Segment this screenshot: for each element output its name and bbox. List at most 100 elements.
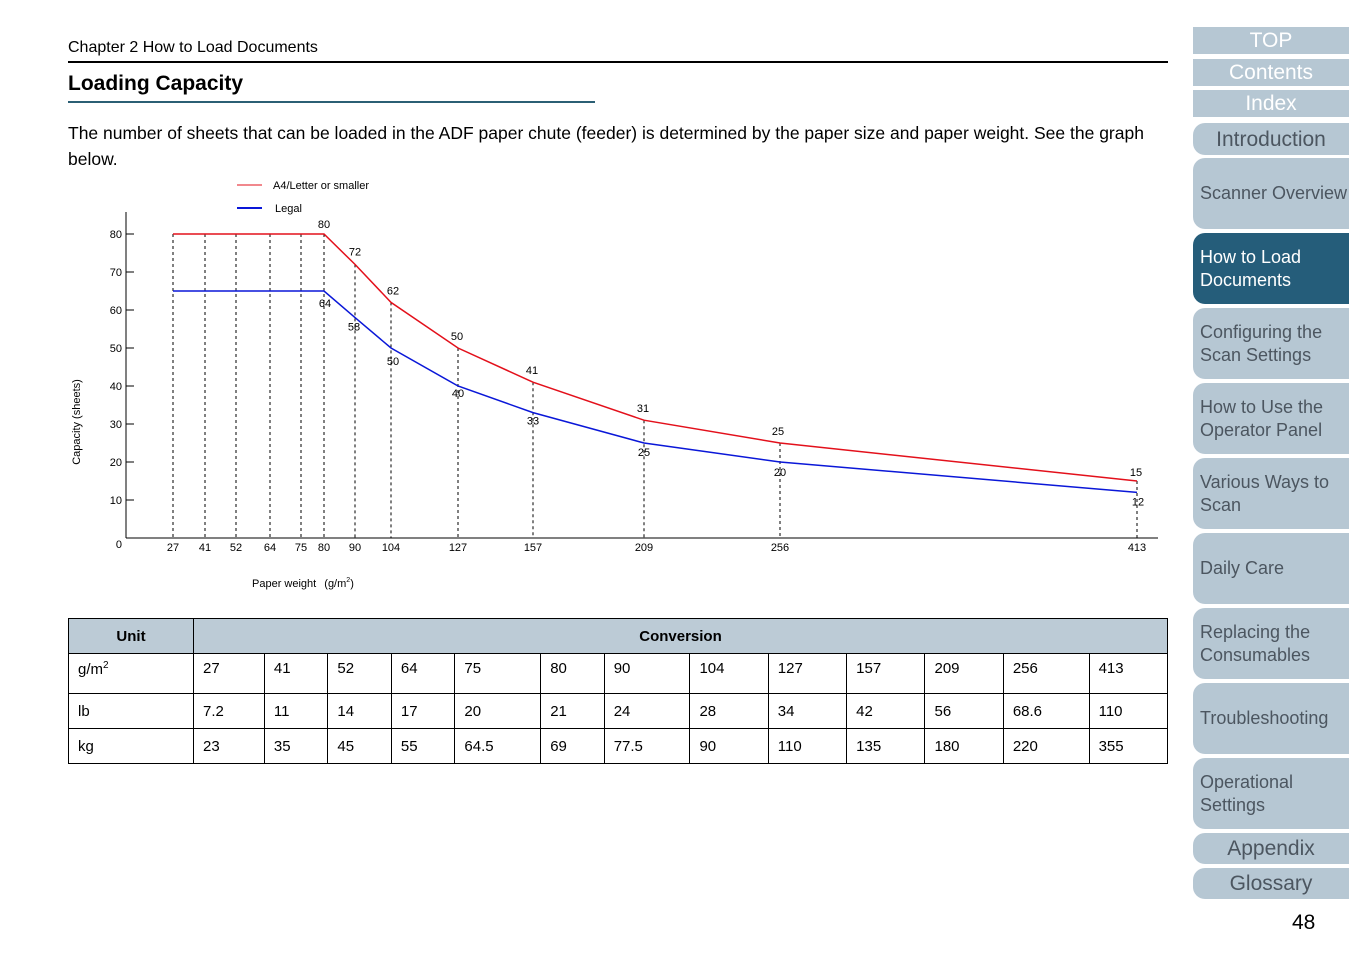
value-cell: 55 — [390, 728, 456, 764]
value-cell: 52 — [327, 653, 392, 694]
data-label: 72 — [349, 246, 361, 258]
value-cell: 45 — [327, 728, 392, 764]
x-tick-label: 52 — [230, 542, 242, 554]
value-cell: 41 — [263, 653, 329, 694]
data-label: 64 — [319, 298, 331, 310]
data-label: 15 — [1130, 467, 1142, 479]
capacity-chart: A4/Letter or smaller Legal 0 10 20 30 40 50 60 7… — [71, 180, 1158, 590]
unit-text: lb — [78, 702, 90, 720]
x-tick-label: 209 — [635, 542, 653, 554]
value-cell: 42 — [846, 693, 926, 729]
value-cell: 20 — [454, 693, 542, 729]
nav-operator-panel[interactable]: How to Use the Operator Panel — [1193, 383, 1349, 454]
data-label: 58 — [348, 322, 360, 334]
chapter-heading: Chapter 2 How to Load Documents — [68, 39, 318, 56]
y-tick-label: 30 — [110, 419, 122, 431]
nav-glossary[interactable]: Glossary — [1193, 868, 1349, 899]
value-cell: 180 — [924, 728, 1004, 764]
y-tick-label: 70 — [110, 267, 122, 279]
nav-appendix[interactable]: Appendix — [1193, 833, 1349, 864]
value-cell: 7.2 — [193, 693, 265, 729]
value-cell: 90 — [689, 728, 769, 764]
section-title: Loading Capacity — [68, 72, 244, 95]
value-cell: 56 — [924, 693, 1004, 729]
value-cell: 23 — [193, 728, 265, 764]
y-tick-label: 0 — [116, 539, 122, 551]
nav-how-to-load-documents[interactable]: How to Load Documents — [1193, 233, 1349, 304]
nav-configuring-scan-settings[interactable]: Configuring the Scan Settings — [1193, 308, 1349, 379]
x-tick-label: 413 — [1128, 542, 1146, 554]
x-tick-label: 41 — [199, 542, 211, 554]
nav-scanner-overview[interactable]: Scanner Overview — [1193, 158, 1349, 229]
value-cell: 355 — [1088, 728, 1169, 764]
nav-operational-settings[interactable]: Operational Settings — [1193, 758, 1349, 829]
y-tick-label: 80 — [110, 229, 122, 241]
x-axis-label-unit-close: ) — [350, 578, 354, 590]
unit-exponent: 2 — [103, 660, 109, 671]
series-line-legal — [173, 290, 1138, 494]
value-cell: 14 — [327, 693, 392, 729]
nav-contents-button[interactable]: Contents — [1193, 59, 1349, 86]
unit-cell: g/m2 — [68, 653, 194, 694]
chapter-divider — [68, 61, 1168, 63]
value-cell: 110 — [767, 728, 848, 764]
data-label: 20 — [774, 467, 786, 479]
value-cell: 135 — [846, 728, 926, 764]
value-cell: 11 — [263, 693, 329, 729]
unit-text: g/m — [78, 661, 104, 678]
conversion-table: Unit Conversion g/m2 27 41 52 64 75 80 90 104 127… — [68, 618, 1169, 764]
value-cell: 75 — [454, 653, 542, 694]
value-cell: 27 — [193, 653, 265, 694]
value-cell: 35 — [263, 728, 329, 764]
value-cell: 90 — [603, 653, 691, 694]
x-axis-label-text: Paper weight — [252, 578, 316, 590]
y-tick-label: 50 — [110, 343, 122, 355]
header-conversion: Conversion — [193, 618, 1168, 654]
data-label: 50 — [387, 356, 399, 368]
y-tick-label: 60 — [110, 305, 122, 317]
value-cell: 24 — [603, 693, 691, 729]
table-row: kg 23 35 45 55 64.5 69 77.5 90 110 135 180 220 355 — [68, 728, 1169, 764]
value-cell: 127 — [767, 653, 848, 694]
value-cell: 64 — [390, 653, 456, 694]
nav-top-button[interactable]: TOP — [1193, 27, 1349, 54]
chart-legend: A4/Letter or smaller Legal — [237, 180, 369, 215]
value-cell: 77.5 — [603, 728, 691, 764]
y-axis-label: Capacity (sheets) — [71, 379, 83, 465]
chart-data-labels: 80 72 62 50 41 31 25 15 64 58 50 40 33 25 20 12 — [318, 219, 1144, 508]
nav-index-button[interactable]: Index — [1193, 90, 1349, 117]
nav-various-ways-to-scan[interactable]: Various Ways to Scan — [1193, 458, 1349, 529]
nav-daily-care[interactable]: Daily Care — [1193, 533, 1349, 604]
conversion-table-body: g/m2 27 41 52 64 75 80 90 104 127 157 209 256 413 lb 7.… — [68, 653, 1169, 764]
value-cell: 104 — [689, 653, 769, 694]
nav-troubleshooting[interactable]: Troubleshooting — [1193, 683, 1349, 754]
data-label: 31 — [637, 403, 649, 415]
data-label: 50 — [451, 331, 463, 343]
nav-introduction[interactable]: Introduction — [1193, 123, 1349, 155]
nav-replacing-consumables[interactable]: Replacing the Consumables — [1193, 608, 1349, 679]
y-tick-label: 20 — [110, 457, 122, 469]
table-row: g/m2 27 41 52 64 75 80 90 104 127 157 209 256 413 — [68, 653, 1169, 694]
unit-text: kg — [78, 737, 94, 755]
x-tick-label: 127 — [449, 542, 467, 554]
unit-cell: lb — [68, 693, 194, 729]
value-cell: 64.5 — [454, 728, 542, 764]
value-cell: 17 — [390, 693, 456, 729]
series-line-a4-letter — [173, 233, 1138, 482]
value-cell: 157 — [846, 653, 926, 694]
x-axis-label: Paper weight (g/m2) — [252, 577, 354, 590]
legend-label: Legal — [275, 203, 302, 215]
data-label: 41 — [526, 365, 538, 377]
value-cell: 68.6 — [1002, 693, 1090, 729]
intro-paragraph: The number of sheets that can be loaded … — [68, 123, 1144, 169]
y-tick-label: 40 — [110, 381, 122, 393]
value-cell: 34 — [767, 693, 848, 729]
data-label: 25 — [638, 447, 650, 459]
legend-label: A4/Letter or smaller — [273, 180, 369, 192]
value-cell: 209 — [924, 653, 1004, 694]
data-label: 12 — [1132, 496, 1144, 508]
section-divider — [68, 101, 595, 103]
value-cell: 69 — [540, 728, 605, 764]
header-unit: Unit — [68, 618, 194, 654]
